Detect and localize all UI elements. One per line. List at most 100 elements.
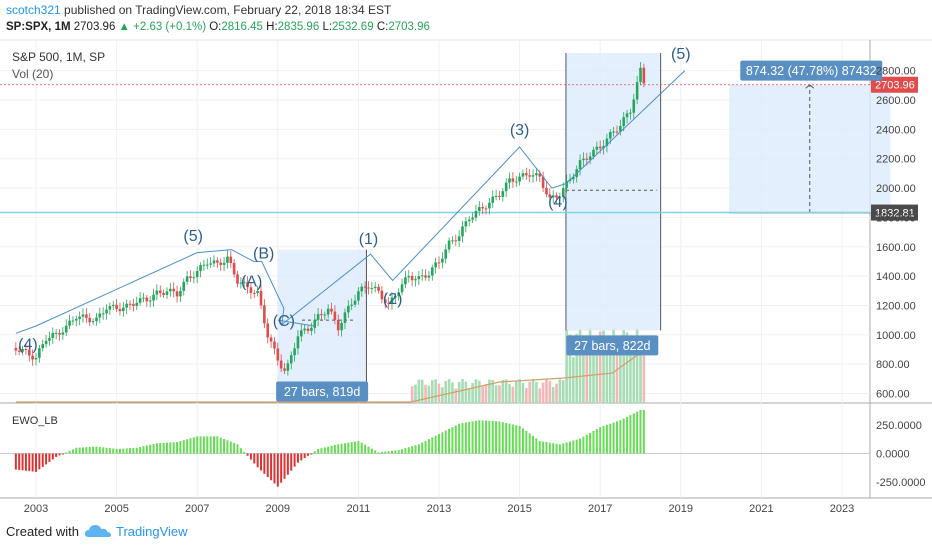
ewo-bar: [552, 443, 555, 454]
candle-body: [642, 67, 646, 84]
candle-body: [289, 355, 293, 364]
ewo-bar: [189, 438, 192, 454]
volume-bar: [629, 354, 632, 403]
time-axis[interactable]: 2003 2005 2007 2009 2011 2013 2015 2017 2019 2021…: [24, 503, 854, 512]
volume-bar: [575, 333, 578, 403]
price-tick-label: 2800.00: [876, 66, 916, 78]
volume-bar: [464, 381, 468, 403]
tradingview-link[interactable]: TradingView: [116, 524, 188, 539]
candle-body: [276, 348, 280, 361]
candle-body: [625, 113, 629, 118]
candle-body: [561, 188, 565, 197]
ewo-bar: [589, 432, 592, 454]
volume-bar: [572, 357, 575, 403]
ewo-bar: [350, 442, 353, 454]
ewo-bar: [260, 453, 263, 471]
candle-body: [430, 267, 434, 276]
candle-body: [269, 337, 273, 342]
ewo-bar: [149, 444, 152, 454]
ewo-bar: [65, 452, 68, 454]
time-tick-label: 2009: [266, 503, 290, 512]
ewo-bar: [390, 450, 393, 454]
candle-body: [326, 308, 330, 315]
candle-body: [229, 256, 233, 263]
candle-body: [68, 320, 71, 326]
candle-body: [51, 332, 55, 338]
candle-body: [555, 195, 558, 198]
candle-body: [632, 99, 636, 113]
ewo-bar: [505, 422, 508, 454]
candle-body: [132, 303, 135, 306]
candle-body: [353, 300, 357, 305]
ewo-bar: [330, 445, 333, 454]
ewo-bar: [28, 453, 31, 472]
price-tick-label: 800.00: [876, 359, 910, 371]
candle-body: [414, 279, 417, 281]
volume-bar: [501, 380, 505, 403]
ewo-bar: [401, 449, 404, 454]
candle-body: [111, 304, 115, 307]
ewo-bar: [249, 453, 252, 460]
candle-body: [417, 276, 421, 280]
username-link[interactable]: scotch321: [6, 3, 61, 17]
ewo-bar: [485, 420, 488, 454]
candle-body: [635, 82, 639, 100]
candle-body: [367, 287, 370, 289]
candle-body: [71, 320, 75, 322]
ewo-bar: [636, 411, 639, 454]
ewo-bar: [532, 435, 535, 454]
candle-body: [118, 308, 122, 312]
price-tick-label: 2600.00: [876, 95, 916, 107]
candle-body: [394, 296, 397, 298]
volume-bar: [427, 385, 431, 403]
volume-bar: [491, 379, 495, 403]
ewo-bar: [515, 425, 518, 454]
symbol-label: SP:SPX, 1M: [6, 21, 71, 33]
candle-body: [605, 138, 609, 147]
ewo-bar: [414, 445, 417, 454]
ewo-bar: [639, 409, 642, 454]
ewo-bar: [95, 446, 98, 454]
candle-body: [558, 196, 562, 198]
candle-body: [41, 344, 45, 349]
candle-body: [588, 156, 592, 160]
ewo-bar: [619, 420, 622, 454]
candle-body: [316, 314, 320, 320]
price-tick-label: 2400.00: [876, 124, 916, 136]
candle-body: [249, 287, 253, 293]
candle-body: [478, 207, 481, 211]
volume-bar: [417, 379, 421, 403]
ewo-bar: [21, 453, 24, 471]
price-tick-label: 600.00: [876, 389, 910, 401]
candle-body: [538, 173, 542, 177]
change-up-icon: ▲: [118, 21, 130, 33]
ewo-bar: [498, 421, 501, 454]
ewo-bar: [300, 453, 303, 461]
price-axis[interactable]: 600.00 800.00 1000.00 1200.00 1400.00 1600.00…: [876, 66, 916, 401]
candle-body: [615, 131, 619, 133]
ewo-bar: [451, 427, 454, 454]
candle-body: [259, 290, 263, 306]
volume-bar: [625, 332, 629, 403]
candle-body: [572, 177, 575, 180]
ewo-bar: [323, 447, 326, 454]
volume-bar: [518, 379, 521, 403]
close-label: C:: [376, 21, 389, 33]
ewo-bar: [48, 453, 51, 462]
candle-body: [38, 348, 41, 358]
volume-ma-line: [15, 349, 645, 403]
ewo-bar: [424, 440, 427, 454]
ewo-bar: [212, 436, 215, 454]
ewo-axis[interactable]: 250.0000 0.0000 -250.0000: [876, 420, 926, 489]
candle-body: [21, 348, 24, 352]
time-tick-label: 2005: [104, 503, 128, 512]
candle-body: [172, 288, 175, 292]
volume-bar: [602, 330, 605, 403]
candle-body: [340, 322, 343, 331]
ewo-bar: [223, 438, 226, 454]
candle-body: [300, 330, 303, 337]
ewo-bar: [461, 423, 464, 454]
candle-body: [565, 180, 568, 189]
ewo-bar: [246, 453, 249, 456]
